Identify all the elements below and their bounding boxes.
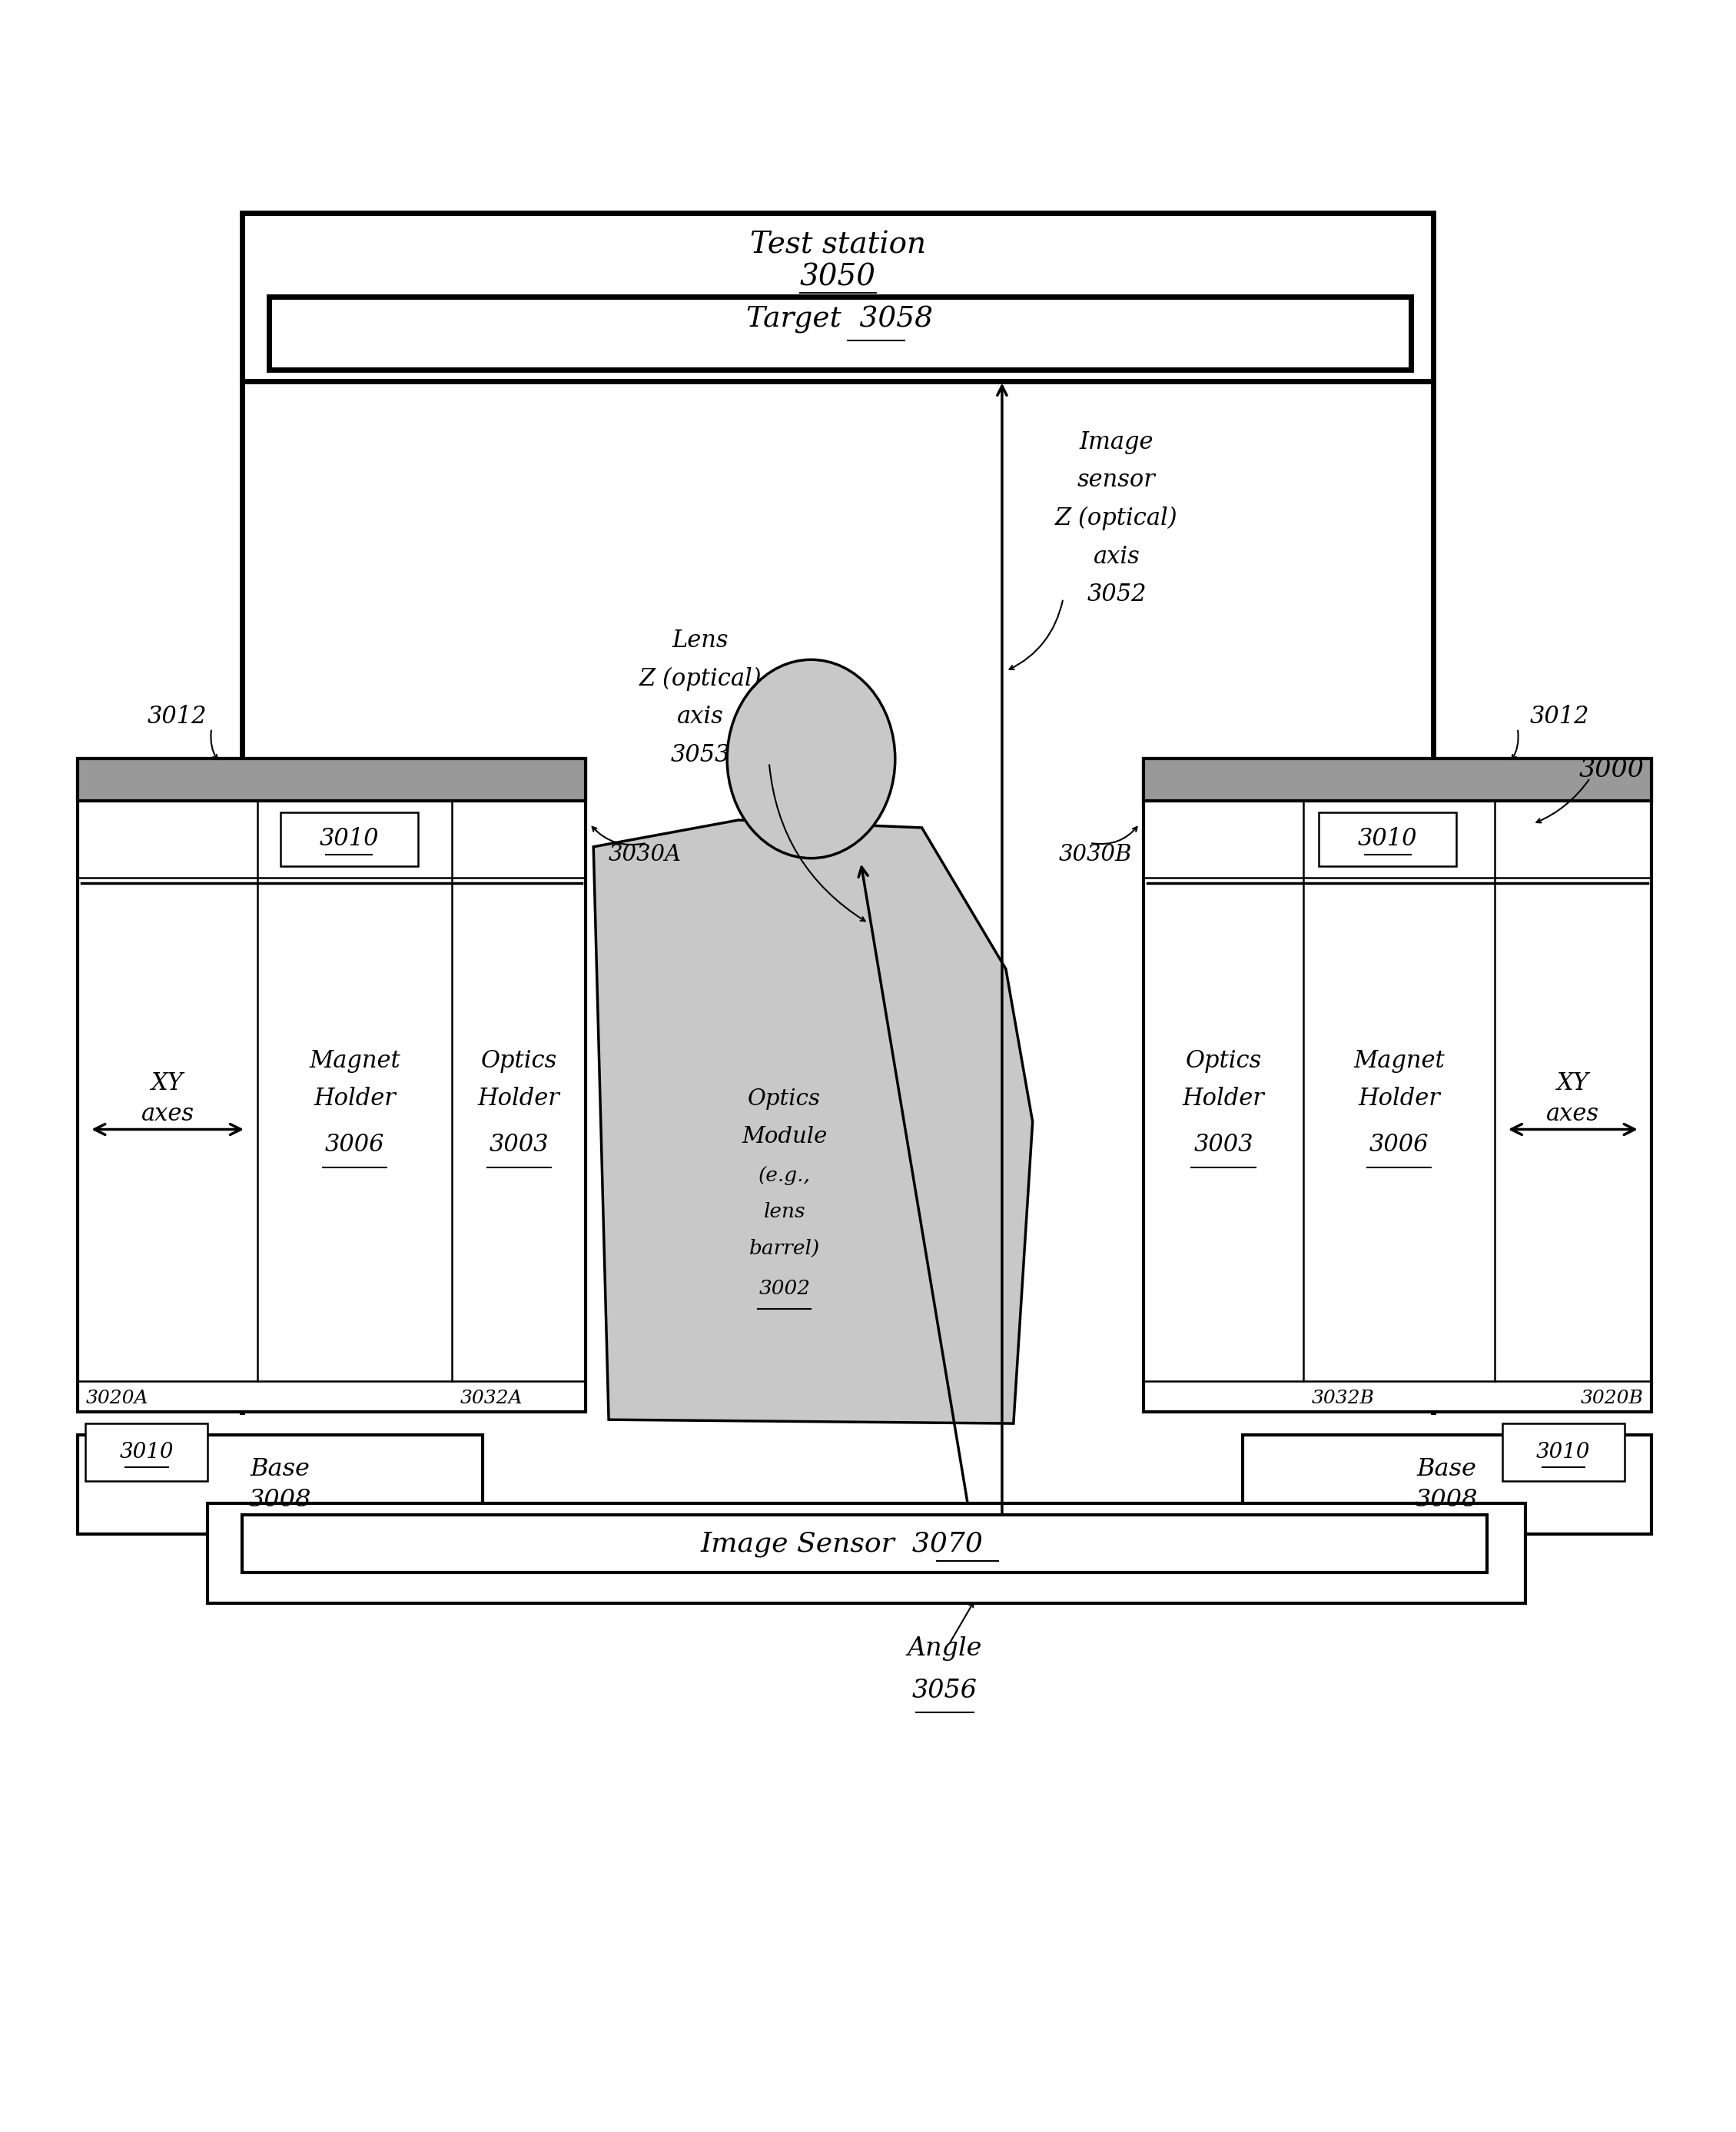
Text: 3032B: 3032B — [1311, 1390, 1375, 1407]
Text: 3050: 3050 — [800, 264, 877, 292]
Text: Angle: Angle — [908, 1637, 983, 1661]
Text: axes: axes — [1547, 1102, 1599, 1126]
Bar — [241, 1516, 1488, 1573]
Text: Z (optical): Z (optical) — [1055, 505, 1179, 531]
Text: 3010: 3010 — [319, 827, 378, 851]
Text: Base: Base — [1417, 1458, 1477, 1482]
Text: XY: XY — [1557, 1072, 1588, 1096]
Text: 3020A: 3020A — [85, 1390, 148, 1407]
Text: axes: axes — [141, 1102, 194, 1126]
Text: 3032A: 3032A — [460, 1390, 523, 1407]
Text: XY: XY — [151, 1072, 184, 1096]
Text: Holder: Holder — [1358, 1087, 1441, 1111]
Text: 3010: 3010 — [1536, 1441, 1590, 1463]
Text: Holder: Holder — [477, 1087, 561, 1111]
Text: 3052: 3052 — [1087, 582, 1146, 608]
Bar — [1319, 812, 1457, 866]
Bar — [85, 1424, 208, 1482]
Text: (e.g.,: (e.g., — [759, 1166, 811, 1185]
Bar — [1243, 1435, 1651, 1535]
Text: 3012: 3012 — [148, 706, 207, 729]
Text: sensor: sensor — [1078, 469, 1156, 492]
Text: axis: axis — [1094, 544, 1141, 569]
Text: Lens: Lens — [672, 629, 729, 652]
Text: axis: axis — [677, 706, 724, 729]
Text: 3012: 3012 — [1529, 706, 1590, 729]
Text: barrel): barrel) — [748, 1239, 819, 1258]
Polygon shape — [594, 821, 1033, 1424]
Bar — [269, 296, 1411, 369]
Text: Module: Module — [741, 1126, 826, 1147]
Text: 3010: 3010 — [1358, 827, 1418, 851]
Bar — [1502, 1424, 1625, 1482]
Bar — [78, 759, 585, 802]
Text: 3006: 3006 — [325, 1132, 385, 1156]
Text: 3056: 3056 — [911, 1678, 977, 1703]
Text: 3020B: 3020B — [1581, 1390, 1644, 1407]
Text: 3003: 3003 — [1194, 1132, 1253, 1156]
Bar — [241, 213, 1434, 382]
Text: Optics: Optics — [748, 1087, 821, 1109]
Ellipse shape — [727, 659, 896, 859]
Bar — [279, 812, 418, 866]
Text: 3008: 3008 — [248, 1488, 311, 1512]
Text: Image Sensor  3070: Image Sensor 3070 — [700, 1531, 983, 1556]
Text: 3030A: 3030A — [609, 844, 682, 866]
Text: 3008: 3008 — [1415, 1488, 1479, 1512]
Text: Base: Base — [250, 1458, 311, 1482]
Bar — [208, 1503, 1526, 1603]
Text: 3000: 3000 — [1578, 759, 1644, 782]
Text: 3006: 3006 — [1370, 1132, 1429, 1156]
Text: 3010: 3010 — [120, 1441, 174, 1463]
Text: 3002: 3002 — [759, 1279, 811, 1298]
Text: Optics: Optics — [481, 1049, 557, 1072]
Text: Z (optical): Z (optical) — [639, 667, 762, 691]
Text: lens: lens — [764, 1202, 806, 1222]
Text: Optics: Optics — [1186, 1049, 1262, 1072]
Text: 3003: 3003 — [490, 1132, 549, 1156]
Text: 3053: 3053 — [670, 744, 731, 768]
Text: Test station: Test station — [750, 230, 925, 260]
Text: 3030B: 3030B — [1059, 844, 1132, 866]
Text: Magnet: Magnet — [1354, 1049, 1444, 1072]
Text: Magnet: Magnet — [309, 1049, 401, 1072]
Bar — [1144, 759, 1651, 1411]
Bar — [78, 759, 585, 1411]
Bar — [78, 1435, 483, 1535]
Text: Target  3058: Target 3058 — [746, 305, 934, 333]
Bar — [1144, 759, 1651, 802]
Text: Holder: Holder — [1182, 1087, 1264, 1111]
Text: Image: Image — [1080, 431, 1154, 454]
Text: Holder: Holder — [314, 1087, 396, 1111]
